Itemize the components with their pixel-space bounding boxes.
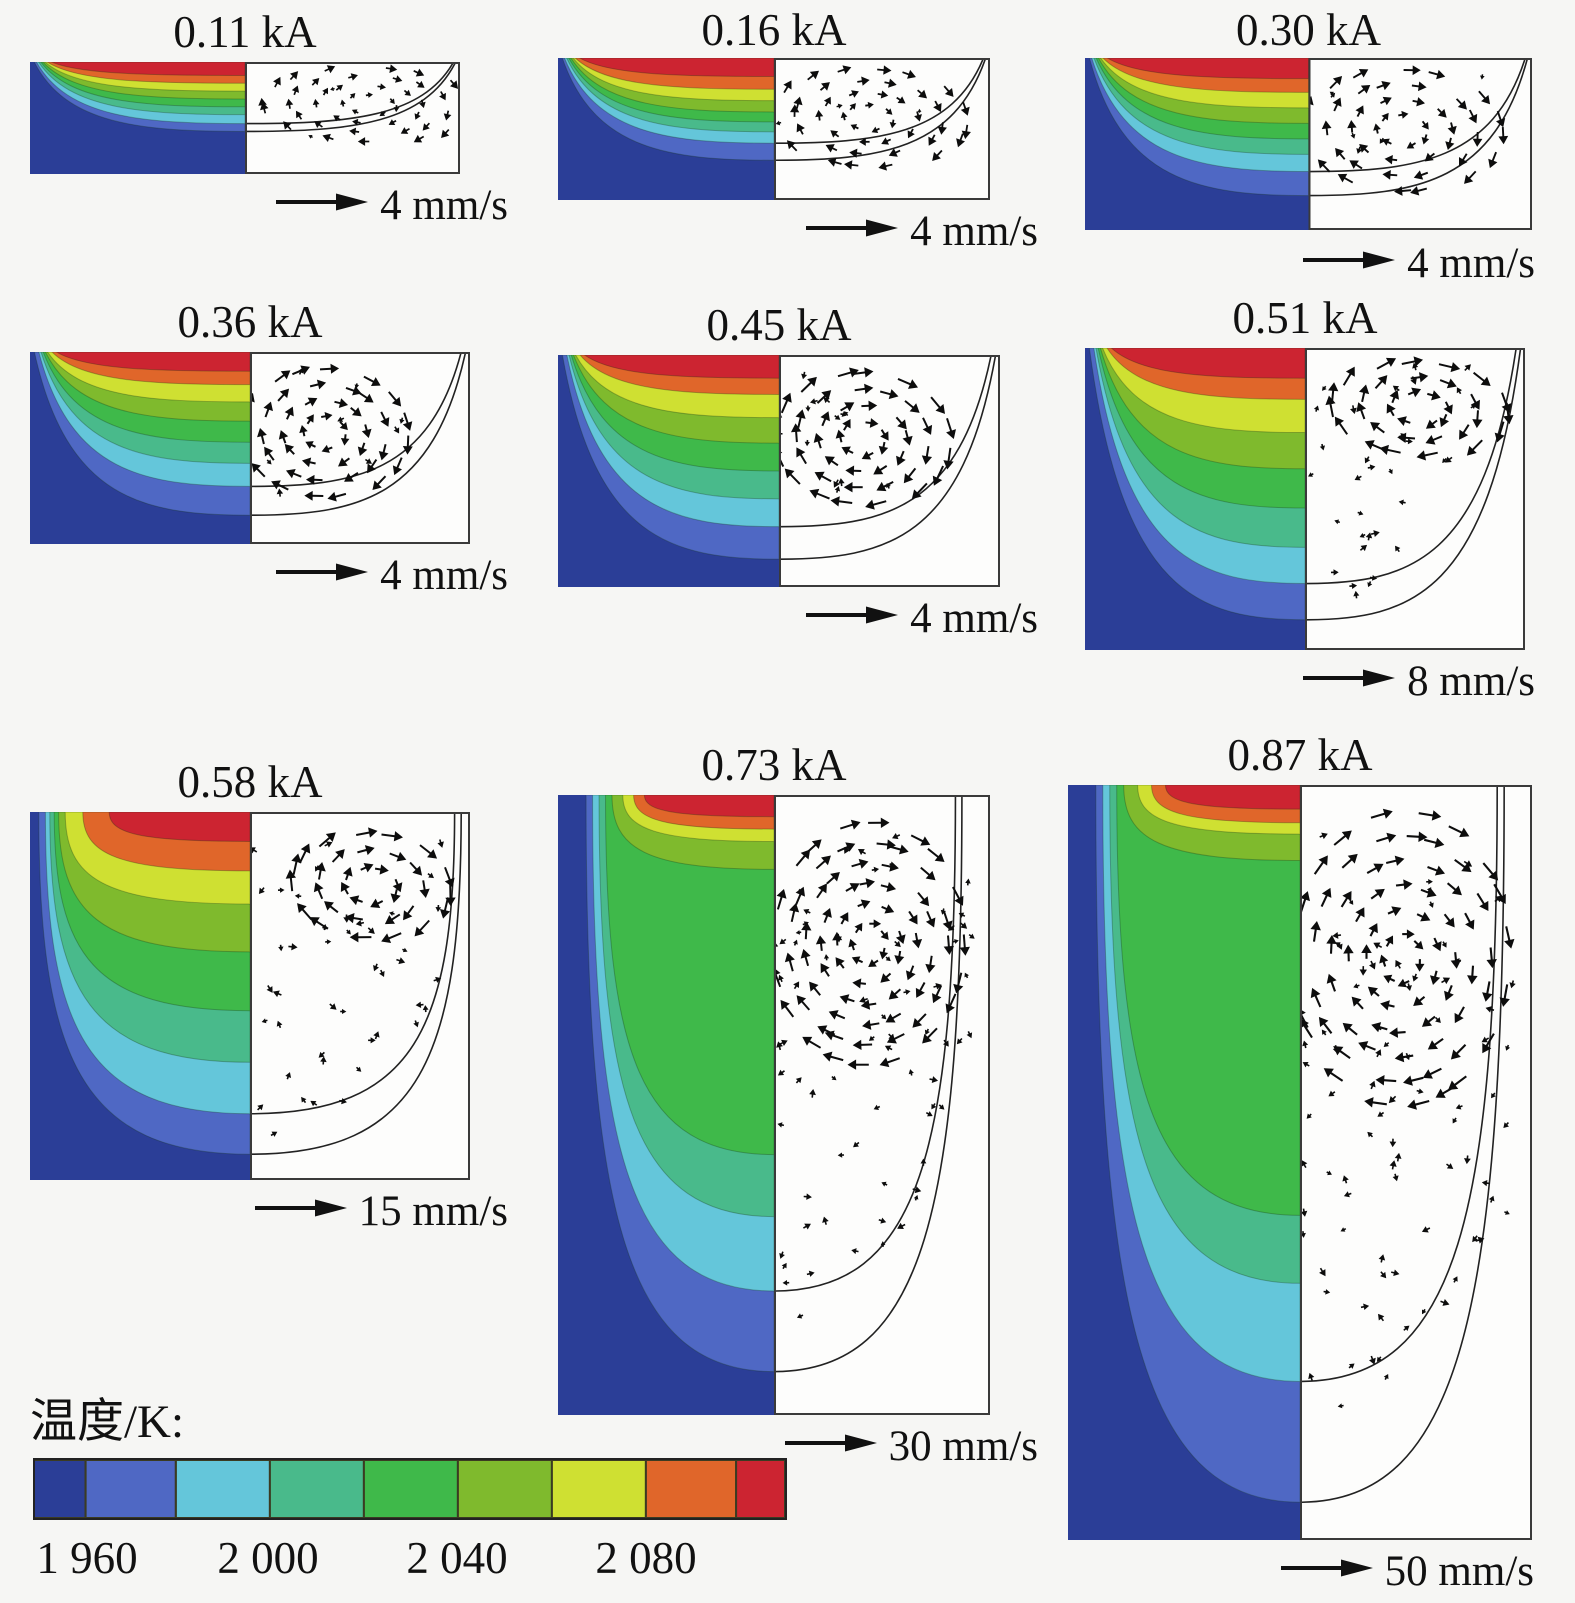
velocity-scale-arrow-icon (276, 193, 369, 211)
velocity-scale-label: 30 mm/s (888, 1423, 1038, 1471)
velocity-scale: 8 mm/s (1085, 654, 1535, 707)
velocity-scale-arrow-icon (806, 219, 899, 237)
velocity-scale-arrow-icon (1303, 669, 1396, 687)
colorbar-tick-label: 1 960 (36, 1533, 138, 1583)
panel-title: 0.30 kA (1236, 5, 1381, 55)
velocity-scale-arrow-icon (784, 1434, 877, 1452)
velocity-scale: 4 mm/s (30, 178, 508, 231)
contour-vector-plot (30, 62, 460, 174)
velocity-scale-label: 8 mm/s (1407, 658, 1535, 706)
velocity-scale: 15 mm/s (30, 1184, 508, 1237)
panel-title: 0.73 kA (701, 740, 847, 790)
velocity-scale-label: 50 mm/s (1384, 1548, 1534, 1596)
panel-title: 0.45 kA (706, 300, 852, 350)
velocity-scale-arrow-icon (1303, 251, 1396, 269)
panel-title: 0.87 kA (1227, 730, 1373, 780)
velocity-scale-arrow-icon (276, 563, 369, 581)
velocity-scale-arrow-icon (1280, 1559, 1373, 1577)
velocity-scale-label: 4 mm/s (910, 208, 1038, 256)
colorbar-tick-label: 2 000 (217, 1533, 319, 1583)
velocity-scale-arrow-icon (806, 606, 899, 624)
contour-vector-plot (30, 812, 470, 1180)
contour-vector-plot (1068, 785, 1532, 1540)
contour-vector-plot (558, 58, 990, 200)
temperature-colorbar (33, 1458, 787, 1520)
velocity-scale: 50 mm/s (1068, 1544, 1534, 1597)
colorbar-tick-label: 2 080 (595, 1533, 697, 1583)
velocity-scale-label: 4 mm/s (910, 595, 1038, 643)
colorbar-tick-label: 2 040 (406, 1533, 508, 1583)
velocity-scale: 4 mm/s (558, 591, 1038, 644)
panel-title: 0.11 kA (173, 7, 317, 57)
contour-vector-plot (1085, 58, 1532, 230)
velocity-scale-label: 4 mm/s (380, 552, 508, 600)
contour-vector-plot (30, 352, 470, 544)
contour-vector-plot (558, 355, 1000, 587)
velocity-scale-label: 4 mm/s (380, 182, 508, 230)
velocity-scale-arrow-icon (254, 1199, 347, 1217)
velocity-scale: 30 mm/s (558, 1419, 1038, 1472)
velocity-scale-label: 4 mm/s (1407, 240, 1535, 288)
panel-title: 0.51 kA (1232, 293, 1378, 343)
panel-title: 0.58 kA (177, 757, 323, 807)
panel-title: 0.16 kA (701, 5, 847, 55)
contour-vector-plot (1085, 348, 1525, 650)
velocity-scale-label: 15 mm/s (358, 1188, 508, 1236)
panel-title: 0.36 kA (177, 297, 323, 347)
velocity-scale: 4 mm/s (1085, 236, 1535, 289)
velocity-scale: 4 mm/s (558, 204, 1038, 257)
colorbar-title: 温度/K: (30, 1396, 185, 1448)
contour-vector-plot (558, 795, 990, 1415)
velocity-scale: 4 mm/s (30, 548, 508, 601)
